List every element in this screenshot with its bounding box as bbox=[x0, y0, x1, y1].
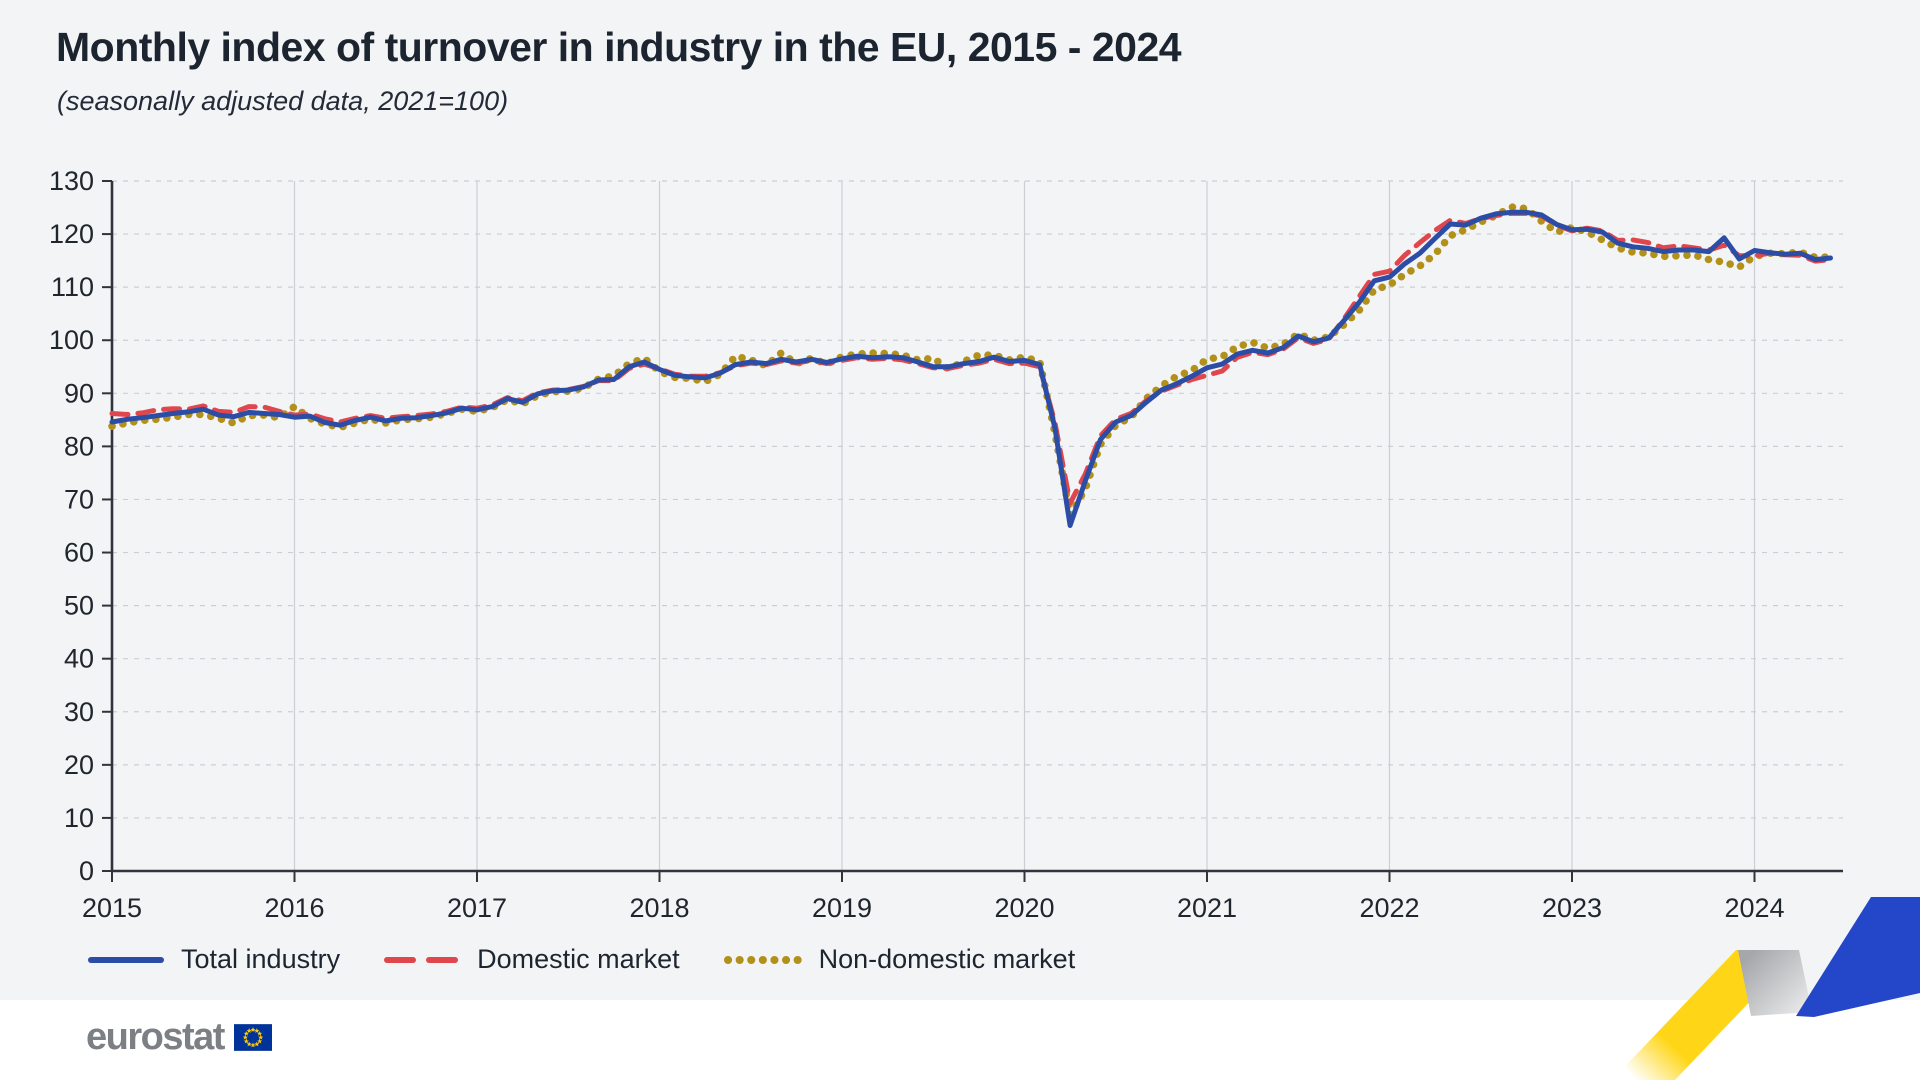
dotted-line-icon bbox=[723, 955, 804, 964]
svg-text:30: 30 bbox=[64, 697, 94, 727]
svg-text:2018: 2018 bbox=[629, 893, 689, 923]
svg-text:90: 90 bbox=[64, 378, 94, 408]
svg-text:70: 70 bbox=[64, 484, 94, 514]
page-subtitle: (seasonally adjusted data, 2021=100) bbox=[57, 86, 509, 116]
svg-text:2021: 2021 bbox=[1177, 893, 1237, 923]
svg-text:120: 120 bbox=[49, 219, 94, 249]
svg-text:40: 40 bbox=[64, 644, 94, 674]
svg-text:100: 100 bbox=[49, 325, 94, 355]
svg-text:130: 130 bbox=[49, 166, 94, 196]
turnover-line-chart: 0 10 20 30 40 50 60 70 80 90 100 110 120 130 2015 2016 2… bbox=[49, 166, 1843, 923]
legend-item-domestic-market: Domestic market bbox=[382, 944, 680, 975]
eurostat-logo-text: eurostat bbox=[86, 1016, 225, 1058]
svg-text:50: 50 bbox=[64, 591, 94, 621]
svg-text:2016: 2016 bbox=[264, 893, 324, 923]
ribbon-gray-fold bbox=[1738, 950, 1812, 1016]
dashed-line-icon bbox=[384, 956, 463, 963]
svg-text:2022: 2022 bbox=[1359, 893, 1419, 923]
svg-text:110: 110 bbox=[51, 272, 94, 302]
svg-text:60: 60 bbox=[64, 538, 94, 568]
legend-label-total-industry: Total industry bbox=[181, 944, 341, 974]
eu-flag-icon bbox=[233, 1024, 272, 1051]
ribbon-blue-band bbox=[1796, 897, 1920, 1017]
legend-label-non-domestic-market: Non-domestic market bbox=[818, 944, 1076, 974]
svg-text:2020: 2020 bbox=[994, 893, 1054, 923]
eurostat-logo: eurostat bbox=[86, 1016, 272, 1059]
svg-text:2017: 2017 bbox=[447, 893, 507, 923]
svg-text:2015: 2015 bbox=[82, 893, 142, 923]
chart-legend: Total industry Domestic market Non-domes… bbox=[86, 944, 1075, 975]
svg-text:10: 10 bbox=[64, 803, 94, 833]
svg-text:20: 20 bbox=[64, 750, 94, 780]
svg-text:80: 80 bbox=[64, 431, 94, 461]
svg-text:0: 0 bbox=[79, 856, 94, 886]
legend-item-total-industry: Total industry bbox=[86, 944, 340, 975]
page-title: Monthly index of turnover in industry in… bbox=[56, 24, 1182, 70]
eurostat-ribbon-graphic bbox=[1612, 897, 1920, 1080]
svg-text:2023: 2023 bbox=[1542, 893, 1602, 923]
legend-item-non-domestic-market: Non-domestic market bbox=[722, 944, 1076, 975]
solid-line-icon bbox=[88, 956, 164, 963]
legend-label-domestic-market: Domestic market bbox=[477, 944, 680, 974]
svg-text:2024: 2024 bbox=[1724, 893, 1784, 923]
svg-text:2019: 2019 bbox=[812, 893, 872, 923]
